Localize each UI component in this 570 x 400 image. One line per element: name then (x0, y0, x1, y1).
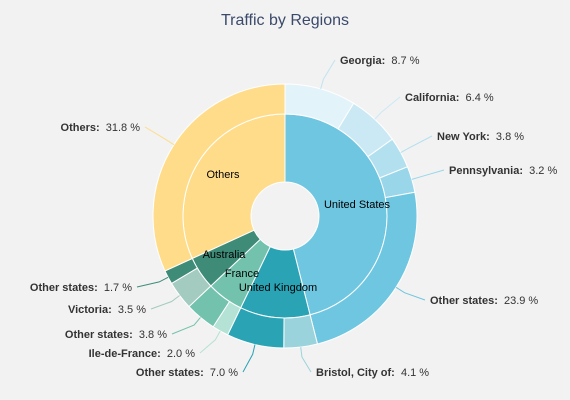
connector-other-states (136, 276, 169, 288)
chart-title: Traffic by Regions (221, 12, 349, 29)
outer-label-other-states: Other states: 7.0 % (136, 367, 238, 379)
outer-label-new-york: New York: 3.8 % (437, 131, 524, 143)
outer-label-others: Others: 31.8 % (61, 122, 141, 134)
inner-label-france: France (225, 268, 259, 280)
outer-label-bristol-city-of: Bristol, City of: 4.1 % (316, 367, 429, 379)
connector-bristol-city-of (300, 346, 312, 373)
inner-label-others: Others (206, 169, 240, 181)
outer-label-other-states: Other states: 3.8 % (65, 329, 167, 341)
connector-others (144, 126, 175, 146)
connector-other-states (171, 317, 201, 335)
outer-label-victoria: Victoria: 3.5 % (68, 304, 146, 316)
inner-labels: United States United Kingdom France Austral… (203, 169, 391, 294)
connector-georgia (320, 59, 336, 90)
connector-ile-de-france (199, 330, 221, 354)
inner-ring (182, 113, 388, 319)
outer-label-ile-de-france: Ile-de-France: 2.0 % (89, 348, 196, 360)
connector-other-states (242, 344, 256, 373)
outer-label-other-states: Other states: 23.9 % (430, 295, 538, 307)
connector-pennsylvania (411, 169, 445, 180)
label-connectors (136, 59, 445, 373)
connector-victoria (150, 295, 180, 310)
outer-labels: Georgia: 8.7 % California: 6.4 % New York:… (30, 55, 558, 379)
inner-label-australia: Australia (203, 249, 247, 261)
connector-new-york (400, 135, 433, 153)
inner-label-united-states: United States (324, 199, 391, 211)
outer-ring (152, 83, 418, 349)
outer-label-pennsylvania: Pennsylvania: 3.2 % (449, 165, 557, 177)
outer-slice-others-others[interactable] (152, 83, 286, 272)
outer-label-georgia: Georgia: 8.7 % (340, 55, 420, 67)
connector-other-states (395, 286, 426, 301)
outer-label-other-states: Other states: 1.7 % (30, 282, 132, 294)
outer-label-california: California: 6.4 % (405, 92, 494, 104)
connector-california (374, 96, 401, 120)
inner-label-united-kingdom: United Kingdom (239, 282, 317, 294)
